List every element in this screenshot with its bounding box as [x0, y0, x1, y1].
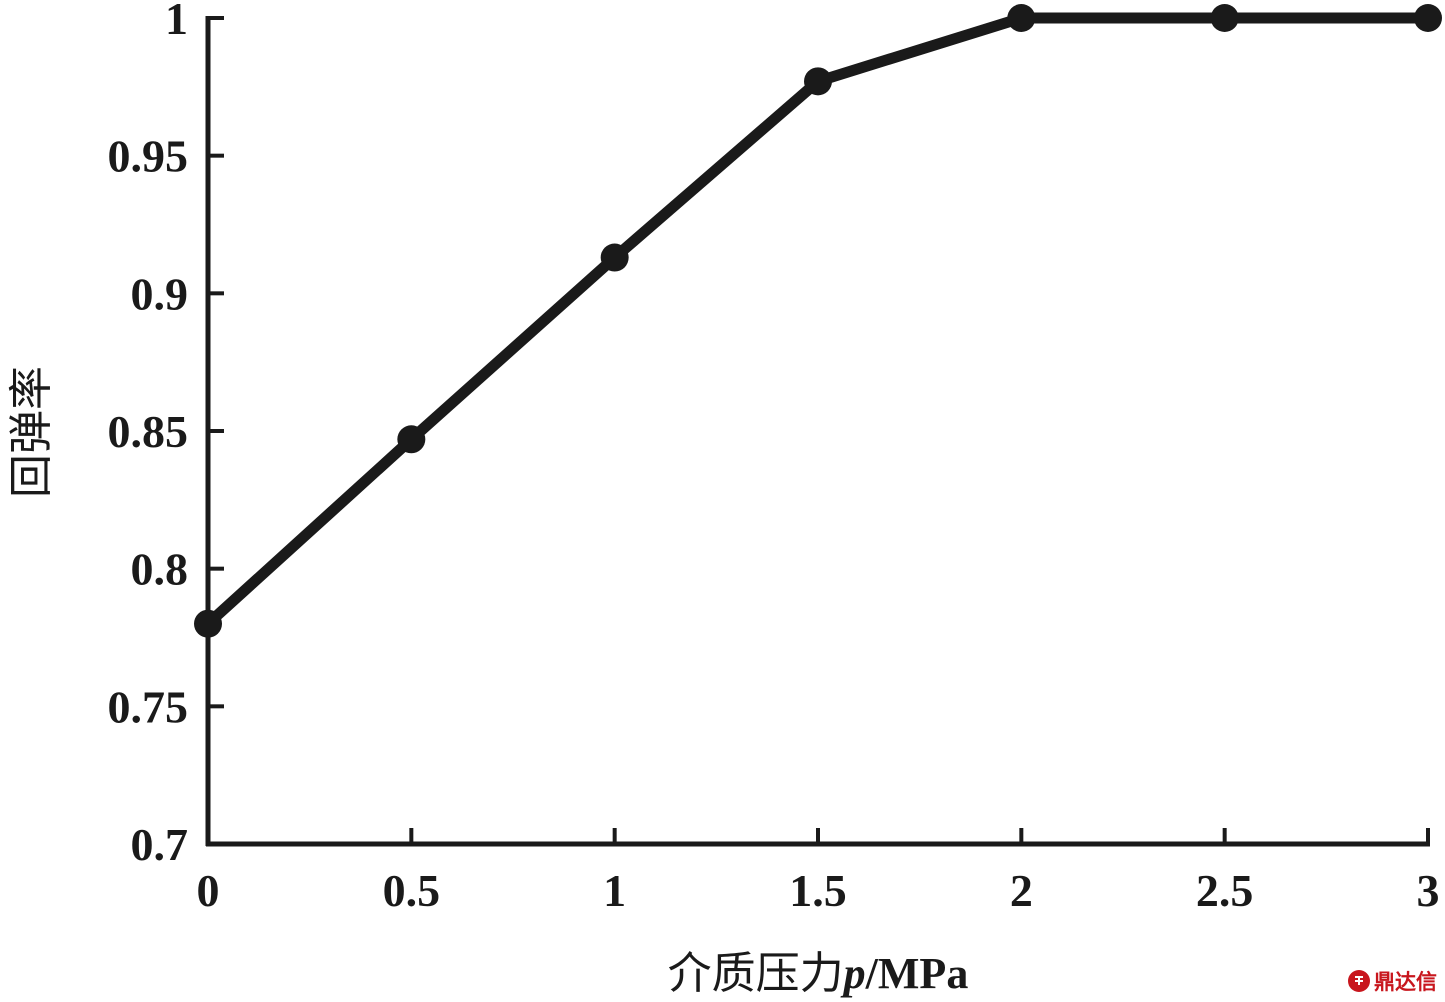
- y-tick-label: 0.7: [131, 819, 189, 870]
- series-line: [202, 12, 1434, 630]
- y-axis-title: 回弹率: [6, 366, 57, 498]
- series-group: [194, 4, 1442, 638]
- data-point: [1210, 4, 1239, 32]
- watermark-text: 鼎达信: [1374, 970, 1437, 994]
- x-axis-unit-separator: /: [865, 949, 879, 998]
- x-axis-unit: MPa: [878, 949, 968, 998]
- data-point: [1414, 4, 1442, 32]
- x-axis-variable: p: [840, 949, 866, 998]
- data-point: [194, 609, 222, 638]
- axes: [205, 16, 1430, 847]
- x-tick-label: 1: [603, 865, 626, 916]
- x-axis-title-text: 介质压力: [668, 948, 844, 999]
- data-point: [804, 67, 832, 96]
- axis-titles: 介质压力p/MPa 回弹率: [6, 366, 968, 999]
- y-axis-ticks: 0.7 0.75 0.8 0.85 0.9 0.95 1: [108, 0, 224, 870]
- x-tick-label: 0: [197, 865, 220, 916]
- watermark: 鼎达信: [1348, 966, 1437, 996]
- y-tick-label: 0.75: [108, 681, 189, 732]
- x-axis-ticks: 0 0.5 1 1.5 2 2.5 3: [197, 828, 1440, 916]
- x-axis-title: 介质压力p/MPa: [668, 948, 969, 999]
- x-tick-label: 1.5: [789, 865, 847, 916]
- y-tick-label: 0.85: [108, 406, 189, 457]
- x-tick-label: 3: [1417, 865, 1440, 916]
- watermark-logo-icon: [1348, 970, 1370, 992]
- x-tick-label: 0.5: [383, 865, 441, 916]
- data-point: [600, 243, 629, 272]
- data-point: [397, 425, 426, 454]
- y-tick-label: 1: [165, 0, 188, 44]
- x-tick-label: 2.5: [1196, 865, 1254, 916]
- y-tick-label: 0.9: [131, 268, 189, 319]
- y-tick-label: 0.95: [108, 131, 189, 182]
- x-tick-label: 2: [1010, 865, 1033, 916]
- data-point: [1007, 4, 1036, 32]
- y-tick-label: 0.8: [131, 544, 189, 595]
